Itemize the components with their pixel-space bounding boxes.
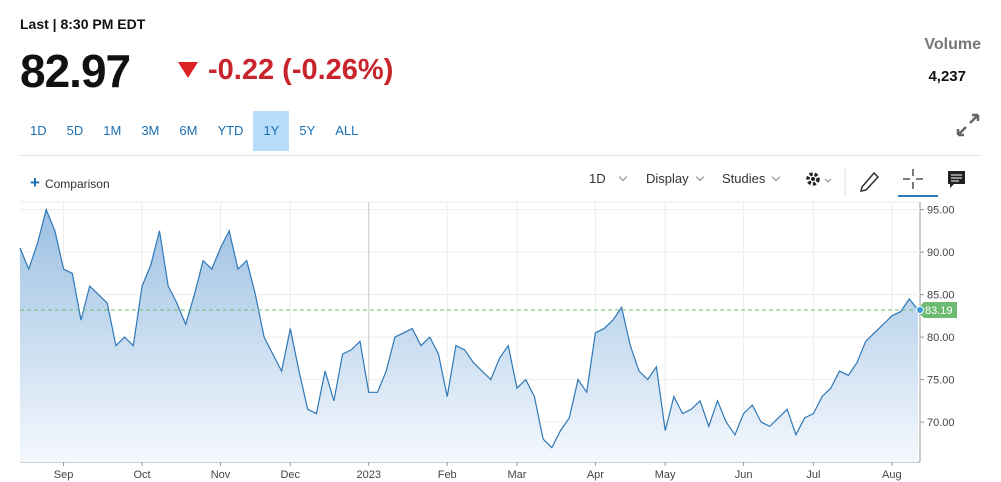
x-tick-label: Jun (735, 469, 753, 481)
x-tick-label: Mar (507, 469, 526, 481)
y-tick-label: 80.00 (927, 332, 955, 344)
x-tick-label: Nov (211, 469, 231, 481)
y-tick-label: 90.00 (927, 247, 955, 259)
interval-label: 1D (589, 171, 606, 186)
studies-label: Studies (722, 171, 766, 186)
price-line (19, 207, 919, 449)
comment-icon[interactable] (948, 171, 965, 188)
draw-icon[interactable] (859, 171, 880, 192)
comparison-button[interactable]: + Comparison (30, 173, 110, 192)
x-tick-label: May (655, 469, 676, 481)
range-button[interactable]: 5D (66, 123, 84, 138)
last-value-dot (916, 305, 924, 314)
range-button[interactable]: 3M (141, 123, 160, 138)
volume-label: Volume (924, 36, 981, 53)
x-tick-label: Apr (587, 469, 604, 481)
display-menu[interactable]: Display (646, 171, 704, 186)
range-button[interactable]: 1D (30, 123, 47, 138)
range-button[interactable]: 1Y (253, 111, 290, 151)
display-label: Display (646, 171, 689, 186)
separator (20, 155, 981, 156)
range-button[interactable]: 5Y (299, 123, 316, 138)
crosshair-icon[interactable] (898, 169, 938, 197)
price: 82.97 (20, 45, 131, 97)
volume: 4,237 (928, 68, 966, 85)
range-buttons: 1D 5D 1M 3M 6M YTD 1Y 5Y ALL (20, 111, 368, 151)
x-tick-label: Jul (806, 469, 820, 481)
x-tick-label: Feb (438, 469, 457, 481)
toolbar-icons (806, 168, 965, 197)
area-fill (20, 209, 918, 462)
studies-menu[interactable]: Studies (722, 171, 781, 186)
expand-icon[interactable] (955, 112, 981, 138)
down-arrow (178, 62, 198, 78)
x-tick-label: Oct (133, 469, 150, 481)
settings-icon[interactable] (806, 172, 832, 186)
x-tick-label: Dec (280, 469, 300, 481)
last-value-label: 83.19 (925, 305, 953, 317)
price-change: -0.22 (-0.26%) (208, 54, 394, 86)
last-value-tag (916, 301, 957, 318)
y-tick-label: 95.00 (927, 205, 955, 217)
range-button[interactable]: 6M (179, 123, 198, 138)
x-tick-label: Aug (882, 469, 902, 481)
last-time: Last | 8:30 PM EDT (20, 16, 146, 32)
range-button[interactable]: ALL (335, 123, 359, 138)
x-tick-label: 2023 (356, 469, 380, 481)
y-tick-label: 75.00 (927, 375, 955, 387)
comparison-label: Comparison (44, 177, 110, 191)
range-button[interactable]: YTD (217, 123, 244, 138)
y-tick-label: 85.00 (927, 290, 955, 302)
x-tick-label: Sep (54, 469, 74, 481)
y-tick-label: 70.00 (927, 417, 955, 429)
range-button[interactable]: 1M (103, 123, 122, 138)
interval-menu[interactable]: 1D (589, 171, 627, 186)
